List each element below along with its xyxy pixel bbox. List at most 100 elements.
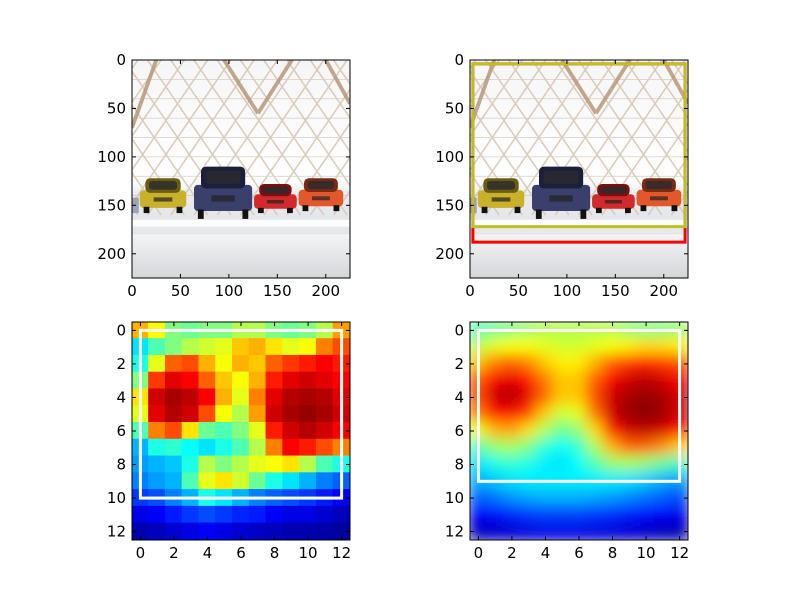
heatmap-cell — [232, 505, 250, 524]
heatmap-cell — [636, 421, 656, 441]
heatmap-cell — [535, 387, 556, 408]
heatmap-cell — [248, 388, 267, 407]
x-tick-label: 100 — [215, 282, 244, 300]
heatmap-cell — [569, 521, 589, 540]
y-tick-label: 0 — [454, 321, 464, 339]
heatmap-cell — [602, 337, 623, 358]
heatmap-cell — [315, 388, 334, 407]
heatmap-cell — [652, 437, 673, 458]
heatmap-cell — [248, 455, 267, 474]
y-tick-label: 50 — [107, 99, 126, 117]
heatmap-cell — [518, 370, 539, 391]
heatmap-cell — [164, 455, 183, 474]
heatmap-cell — [299, 438, 318, 457]
x-tick-label: 10 — [637, 544, 656, 562]
heatmap-cell — [248, 438, 267, 457]
heatmap-cell — [282, 522, 301, 540]
heatmap-cell — [215, 371, 234, 390]
heatmap-cell — [518, 421, 539, 441]
heatmap-cell — [535, 488, 556, 508]
car-1 — [532, 166, 591, 219]
heatmap-cell — [552, 421, 573, 441]
heatmap-cell — [132, 522, 150, 540]
heatmap-cell — [215, 354, 234, 373]
heatmap-cell — [652, 421, 673, 441]
heatmap-cell — [232, 388, 250, 407]
heatmap-cell — [215, 388, 234, 407]
heatmap-cell — [315, 455, 334, 474]
heatmap-cell — [569, 437, 589, 458]
heatmap-cell — [299, 338, 318, 357]
y-tick-label: 0 — [116, 51, 126, 69]
heatmap-cell — [232, 472, 250, 491]
y-tick-label: 50 — [445, 99, 464, 117]
heatmap-cell — [636, 504, 656, 525]
heatmap-cell — [552, 437, 573, 458]
y-tick-label: 150 — [97, 196, 126, 214]
x-tick-label: 200 — [649, 282, 678, 300]
heatmap-cell — [652, 488, 673, 508]
bbox — [138, 328, 344, 500]
heatmap-cell — [502, 337, 522, 358]
heatmap-cell — [232, 455, 250, 474]
x-tick-label: 0 — [465, 282, 475, 300]
heatmap-cell — [181, 472, 200, 491]
heatmap-cell — [164, 438, 183, 457]
subplot-0: 0 50 100 150 200 0 50 100 150 200 — [97, 51, 351, 300]
heatmap-cell — [535, 504, 556, 525]
heatmap-cell — [265, 455, 284, 474]
heatmap-cell — [148, 338, 167, 357]
heatmap-cell — [198, 438, 217, 457]
heatmap-cell — [248, 354, 267, 373]
heatmap-cell — [265, 505, 284, 524]
x-tick-label: 12 — [670, 544, 689, 562]
heatmap-cell — [585, 454, 606, 475]
x-tick-label: 10 — [299, 544, 318, 562]
heatmap-cell — [502, 488, 522, 508]
heatmap-cell — [636, 387, 656, 408]
bbox-1 — [471, 62, 687, 229]
heatmap-cell — [265, 405, 284, 424]
heatmap-cell — [535, 354, 556, 374]
subplot-1: 0 50 100 150 200 0 50 100 150 200 — [435, 51, 689, 300]
heatmap-cell — [215, 338, 234, 357]
heatmap-cell — [535, 404, 556, 425]
x-tick-label: 200 — [311, 282, 340, 300]
y-tick-label: 12 — [445, 523, 464, 541]
heatmap-cell — [164, 422, 183, 440]
heatmap-cell — [148, 405, 167, 424]
heatmap-cell — [569, 404, 589, 425]
x-tick-label: 4 — [203, 544, 213, 562]
heatmap-cell — [569, 421, 589, 441]
heatmap-cell — [248, 472, 267, 491]
heatmap-cell — [652, 337, 673, 358]
heatmap-cell — [248, 422, 267, 440]
heatmap-cell — [485, 488, 506, 508]
heatmap-cell — [265, 522, 284, 540]
heatmap-cell — [619, 504, 640, 525]
y-tick-label: 2 — [454, 355, 464, 373]
x-tick-label: 0 — [127, 282, 137, 300]
x-tick-label: 8 — [608, 544, 618, 562]
heatmap-cell — [265, 354, 284, 373]
heatmap-cell — [619, 437, 640, 458]
heatmap-cell — [299, 388, 318, 407]
heatmap-cell — [619, 354, 640, 374]
heatmap-cell — [282, 388, 301, 407]
heatmap-cell — [518, 437, 539, 458]
heatmap-cell — [585, 387, 606, 408]
heatmap-cell — [518, 504, 539, 525]
heatmap-cell — [602, 454, 623, 475]
heatmap-cell — [315, 522, 334, 540]
y-tick-label: 12 — [107, 523, 126, 541]
heatmap-cell — [535, 370, 556, 391]
heatmap-cell — [198, 522, 217, 540]
heatmap-cell — [602, 370, 623, 391]
heatmap-cell — [232, 405, 250, 424]
heatmap-cell — [148, 354, 167, 373]
heatmap-cell — [502, 354, 522, 374]
heatmap-cell — [248, 338, 267, 357]
heatmap-cell — [619, 421, 640, 441]
heatmap-cell — [602, 387, 623, 408]
